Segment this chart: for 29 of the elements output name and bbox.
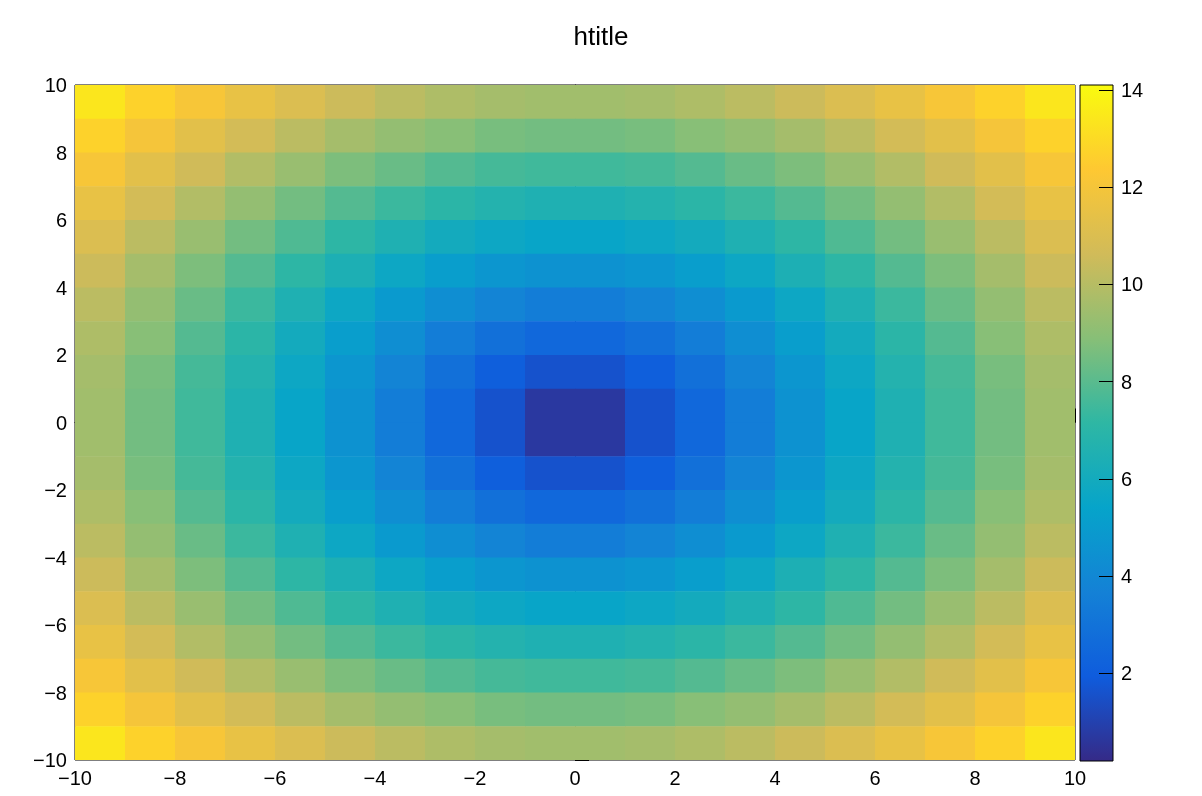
x-tick-label: 8 [969, 767, 981, 789]
x-tick-label: −6 [263, 767, 287, 789]
x-tick-label: 10 [1063, 767, 1087, 789]
y-tick-label: −6 [44, 614, 67, 636]
y-tick-label: −4 [44, 546, 67, 569]
y-tick-label: 6 [55, 209, 67, 231]
color-bar-label: 4 [1121, 565, 1133, 588]
x-tick-label: 4 [769, 767, 781, 789]
y-tick-label: −10 [33, 749, 67, 771]
y-tick-label: 0 [55, 411, 67, 434]
chart-title: htitle [573, 21, 629, 51]
color-bar-label: 10 [1121, 273, 1144, 296]
color-bar-label: 8 [1121, 370, 1133, 393]
color-bar-label: 2 [1121, 662, 1133, 685]
y-tick-label: 2 [55, 344, 67, 366]
x-tick-label: 0 [569, 767, 581, 789]
x-tick-label: −8 [163, 767, 187, 789]
color-bar-label: 14 [1121, 78, 1144, 101]
x-tick-label: 2 [669, 767, 681, 789]
x-tick-label: −2 [463, 767, 487, 789]
y-tick-label: 4 [55, 276, 67, 299]
y-tick-label: −8 [44, 681, 67, 704]
y-tick-label: 10 [44, 74, 67, 96]
color-bar-label: 6 [1121, 467, 1133, 490]
x-tick-label: 6 [869, 767, 881, 789]
x-tick-label: −4 [363, 767, 387, 789]
y-tick-label: −2 [44, 479, 67, 501]
color-bar-label: 12 [1121, 176, 1144, 199]
y-tick-label: 8 [55, 141, 67, 164]
